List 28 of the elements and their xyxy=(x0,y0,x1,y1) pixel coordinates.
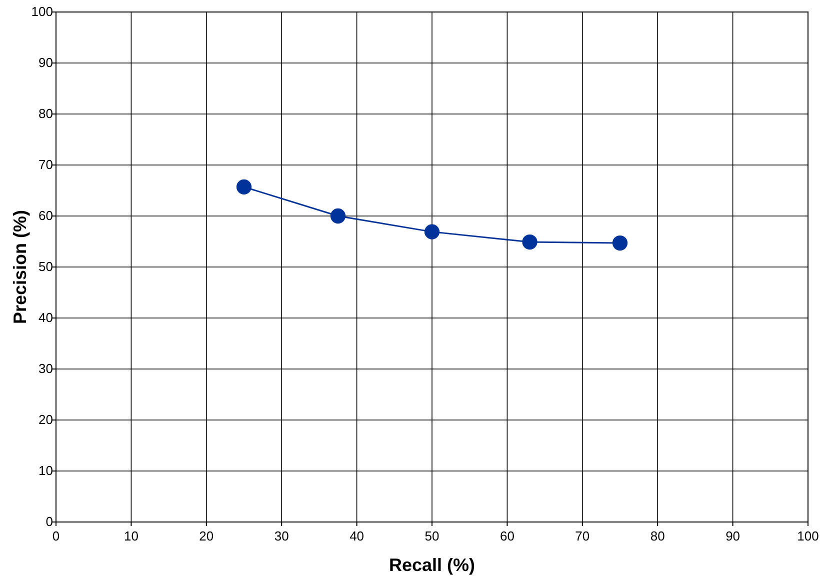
y-tick-label: 90 xyxy=(38,55,53,70)
y-tick-label: 60 xyxy=(38,208,53,224)
x-tick-label: 50 xyxy=(424,528,440,544)
point xyxy=(236,179,252,194)
x-tick-label: 30 xyxy=(274,528,289,544)
x-tick-label: 40 xyxy=(350,528,364,544)
y-tick-label: 50 xyxy=(38,259,53,274)
y-tick-label: 40 xyxy=(38,310,53,326)
y-tick-label: 10 xyxy=(38,463,53,478)
y-tick-label: 80 xyxy=(38,106,53,122)
x-tick-label: 20 xyxy=(199,528,214,544)
point xyxy=(330,208,346,224)
y-tick-label: 30 xyxy=(38,361,53,376)
point xyxy=(612,235,628,251)
x-tick-label: 60 xyxy=(500,528,514,544)
y-tick-label: 20 xyxy=(38,412,53,428)
y-tick-label: 100 xyxy=(31,4,53,20)
point xyxy=(522,234,538,250)
y-tick-label: 0 xyxy=(46,514,53,530)
x-tick-label: 90 xyxy=(726,528,740,544)
x-tick-label: 100 xyxy=(797,528,819,544)
point xyxy=(424,224,440,240)
y-axis-title: Precision (%) xyxy=(10,210,30,324)
y-tick-label: 70 xyxy=(38,157,53,172)
x-axis-title: Recall (%) xyxy=(388,555,476,575)
x-tick-label: 10 xyxy=(124,528,138,544)
x-tick-label: 70 xyxy=(575,528,590,544)
x-tick-label: 80 xyxy=(650,528,665,544)
